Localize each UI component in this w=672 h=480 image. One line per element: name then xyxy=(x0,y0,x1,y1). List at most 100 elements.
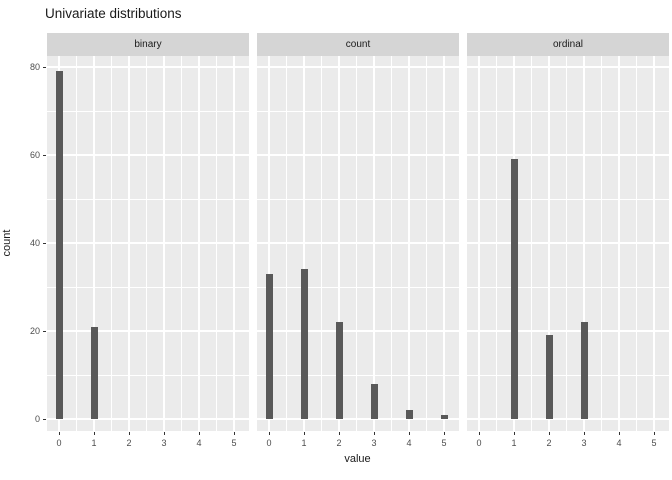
facet-strip-ordinal: ordinal xyxy=(467,33,669,56)
gridline-major-v xyxy=(338,56,340,431)
gridline-major-v xyxy=(128,56,130,431)
x-tick-mark xyxy=(128,432,130,435)
gridline-minor-v xyxy=(146,56,147,431)
gridline-major-h xyxy=(257,154,459,156)
x-tick-mark xyxy=(373,432,375,435)
x-tick-mark xyxy=(233,432,235,435)
gridline-major-h xyxy=(47,242,249,244)
gridline-major-v xyxy=(443,56,445,431)
gridline-minor-v xyxy=(76,56,77,431)
gridline-major-h xyxy=(467,330,669,332)
x-tick-mark xyxy=(583,432,585,435)
bar-count-x3 xyxy=(370,383,378,419)
gridline-minor-h xyxy=(467,374,669,376)
x-tick-label: 0 xyxy=(266,438,272,448)
gridline-minor-v xyxy=(286,56,287,431)
gridline-major-h xyxy=(467,154,669,156)
gridline-minor-v xyxy=(111,56,112,431)
y-tick-mark xyxy=(43,66,46,68)
facet-strip-binary: binary xyxy=(47,33,249,56)
x-tick-mark xyxy=(268,432,270,435)
x-tick-mark xyxy=(513,432,515,435)
y-tick-label: 0 xyxy=(34,413,40,424)
gridline-minor-v xyxy=(356,56,357,431)
x-tick-mark xyxy=(478,432,480,435)
x-tick-mark xyxy=(163,432,165,435)
bar-count-x0 xyxy=(265,273,273,419)
bar-count-x1 xyxy=(300,269,308,419)
y-axis-title: count xyxy=(1,229,13,257)
bar-binary-x0 xyxy=(55,71,63,419)
gridline-major-v xyxy=(478,56,480,431)
gridline-minor-h xyxy=(47,110,249,112)
gridline-minor-h xyxy=(467,110,669,112)
facet-strip-label: binary xyxy=(134,39,162,50)
x-tick-mark xyxy=(58,432,60,435)
gridline-major-h xyxy=(47,330,249,332)
facet-panel-binary xyxy=(47,56,249,431)
gridline-minor-v xyxy=(426,56,427,431)
x-tick-label: 1 xyxy=(301,438,307,448)
gridline-major-v xyxy=(653,56,655,431)
gridline-major-h xyxy=(257,418,459,420)
gridline-major-v xyxy=(548,56,550,431)
gridline-major-v xyxy=(408,56,410,431)
gridline-major-h xyxy=(467,66,669,68)
gridline-major-v xyxy=(618,56,620,431)
x-tick-label: 4 xyxy=(616,438,622,448)
x-tick-label: 0 xyxy=(56,438,62,448)
gridline-major-h xyxy=(257,242,459,244)
gridline-major-h xyxy=(47,154,249,156)
x-tick-label: 1 xyxy=(91,438,97,448)
facet-panel-ordinal xyxy=(467,56,669,431)
gridline-major-v xyxy=(198,56,200,431)
bar-ordinal-x2 xyxy=(545,335,553,419)
gridline-minor-h xyxy=(47,198,249,200)
gridline-minor-h xyxy=(467,286,669,288)
x-tick-mark xyxy=(548,432,550,435)
bar-ordinal-x3 xyxy=(580,322,588,419)
facet-strip-label: count xyxy=(345,39,371,50)
y-tick-mark xyxy=(43,330,46,332)
y-tick-mark xyxy=(43,242,46,244)
gridline-major-v xyxy=(583,56,585,431)
x-tick-mark xyxy=(408,432,410,435)
x-tick-mark xyxy=(618,432,620,435)
x-tick-label: 5 xyxy=(231,438,237,448)
y-tick-label: 20 xyxy=(29,325,40,336)
gridline-major-h xyxy=(467,418,669,420)
x-tick-label: 2 xyxy=(546,438,552,448)
gridline-major-v xyxy=(163,56,165,431)
x-tick-label: 2 xyxy=(126,438,132,448)
bar-ordinal-x1 xyxy=(510,159,518,419)
y-tick-label: 40 xyxy=(29,237,40,248)
x-tick-mark xyxy=(93,432,95,435)
facet-strip-count: count xyxy=(257,33,459,56)
gridline-major-v xyxy=(233,56,235,431)
x-tick-label: 3 xyxy=(581,438,587,448)
x-tick-mark xyxy=(303,432,305,435)
x-tick-mark xyxy=(198,432,200,435)
bar-count-x4 xyxy=(405,410,413,419)
chart-title: Univariate distributions xyxy=(45,6,182,21)
x-tick-mark xyxy=(338,432,340,435)
gridline-minor-v xyxy=(391,56,392,431)
gridline-major-v xyxy=(268,56,270,431)
gridline-major-h xyxy=(47,66,249,68)
x-tick-label: 4 xyxy=(406,438,412,448)
gridline-minor-h xyxy=(257,374,459,376)
x-tick-label: 4 xyxy=(196,438,202,448)
gridline-minor-v xyxy=(601,56,602,431)
x-tick-mark xyxy=(653,432,655,435)
x-tick-label: 0 xyxy=(476,438,482,448)
gridline-major-h xyxy=(257,66,459,68)
gridline-minor-h xyxy=(467,198,669,200)
y-tick-mark xyxy=(43,418,46,420)
y-tick-mark xyxy=(43,154,46,156)
gridline-minor-v xyxy=(216,56,217,431)
gridline-minor-v xyxy=(181,56,182,431)
gridline-minor-h xyxy=(257,286,459,288)
facet-panel-count xyxy=(257,56,459,431)
gridline-minor-v xyxy=(636,56,637,431)
